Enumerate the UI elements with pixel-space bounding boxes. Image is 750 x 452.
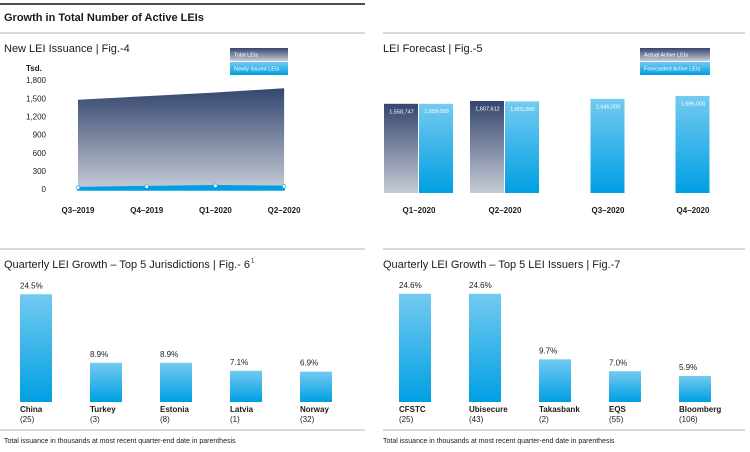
category-note: (32) [300, 415, 315, 424]
x-tick-label: Bloomberg [679, 405, 721, 414]
category-note: (106) [679, 415, 698, 424]
legend-swatch [640, 62, 710, 75]
value-label: 8.9% [90, 350, 108, 359]
chart-title: Quarterly LEI Growth – Top 5 LEI Issuers… [383, 259, 620, 271]
x-tick-label: Q3–2019 [62, 206, 95, 215]
page-title: Growth in Total Number of Active LEIs [4, 12, 204, 24]
bar [384, 103, 418, 193]
value-label: 5.9% [679, 363, 697, 372]
x-tick-label: Q4–2019 [130, 206, 163, 215]
y-axis-label: Tsd. [26, 64, 42, 73]
value-label: 9.7% [539, 346, 557, 355]
bar [419, 103, 453, 193]
category-note: (2) [539, 415, 549, 424]
category-note: (25) [20, 415, 35, 424]
point [282, 184, 287, 189]
x-tick-label: Q1–2020 [199, 206, 232, 215]
bar [609, 371, 641, 402]
point [144, 184, 149, 189]
x-tick-label: Q2–2020 [268, 206, 301, 215]
bar [590, 98, 625, 193]
x-tick-label: CFSTC [399, 405, 426, 414]
y-tick-label: 1,800 [26, 76, 47, 85]
category-note: (55) [609, 415, 624, 424]
chart-title: LEI Forecast | Fig.-5 [383, 43, 482, 55]
x-tick-label: China [20, 405, 43, 414]
value-label: 1,607,612 [475, 106, 499, 112]
legend-label: Total LEIs [234, 52, 258, 58]
value-label: 24.6% [399, 281, 422, 290]
bar [399, 293, 431, 402]
value-label: 1,645,000 [596, 104, 620, 110]
value-label: 1,558,747 [389, 109, 413, 115]
title-note: 1 [251, 259, 255, 265]
y-tick-label: 0 [42, 185, 47, 194]
value-label: 24.5% [20, 281, 43, 290]
x-tick-label: Q3–2020 [592, 206, 625, 215]
chart-title: Quarterly LEI Growth – Top 5 Jurisdictio… [4, 259, 250, 271]
x-tick-label: Turkey [90, 405, 116, 414]
x-tick-label: Norway [300, 405, 329, 414]
category-note: (8) [160, 415, 170, 424]
x-tick-label: Ubisecure [469, 405, 508, 414]
x-tick-label: Takasbank [539, 405, 580, 414]
chart-title: New LEI Issuance | Fig.-4 [4, 43, 130, 55]
bar [675, 95, 710, 193]
x-tick-label: EQS [609, 405, 627, 414]
bar [505, 101, 539, 193]
bar [90, 362, 122, 402]
category-note: (43) [469, 415, 484, 424]
point [75, 185, 81, 190]
legend-label: Forecasted Active LEIs [644, 66, 700, 72]
footnote: Total issuance in thousands at most rece… [4, 438, 236, 445]
y-tick-label: 300 [33, 167, 47, 176]
y-tick-label: 600 [33, 149, 47, 158]
x-tick-label: Q4–2020 [677, 206, 710, 215]
value-label: 24.6% [469, 281, 492, 290]
x-tick-label: Latvia [230, 405, 254, 414]
x-tick-label: Q2–2020 [489, 206, 522, 215]
value-label: 1,696,000 [681, 101, 705, 107]
value-label: 1,601,000 [510, 107, 534, 113]
legend-label: Actual Active LEIs [644, 52, 688, 58]
value-label: 6.9% [300, 359, 318, 368]
y-tick-label: 900 [33, 131, 47, 140]
legend-swatch [640, 48, 710, 61]
x-tick-label: Estonia [160, 405, 189, 414]
y-tick-label: 1,200 [26, 112, 47, 121]
bar [160, 362, 192, 402]
value-label: 7.0% [609, 358, 627, 367]
point [213, 183, 218, 188]
bar [539, 359, 571, 402]
category-note: (3) [90, 415, 100, 424]
x-tick-label: Q1–2020 [403, 206, 436, 215]
category-note: (25) [399, 415, 414, 424]
bar [230, 370, 262, 402]
value-label: 8.9% [160, 350, 178, 359]
bar [470, 101, 504, 193]
bar [469, 293, 501, 402]
area [78, 88, 285, 190]
legend-swatch [230, 62, 288, 75]
y-tick-label: 1,500 [26, 94, 47, 103]
value-label: 1,559,000 [424, 109, 448, 115]
bar [679, 376, 711, 402]
legend-swatch [230, 48, 288, 61]
bar [300, 371, 332, 402]
bar [20, 294, 52, 402]
value-label: 7.1% [230, 358, 248, 367]
footnote: Total issuance in thousands at most rece… [383, 438, 615, 445]
category-note: (1) [230, 415, 240, 424]
legend-label: Newly Issued LEIs [234, 66, 279, 72]
